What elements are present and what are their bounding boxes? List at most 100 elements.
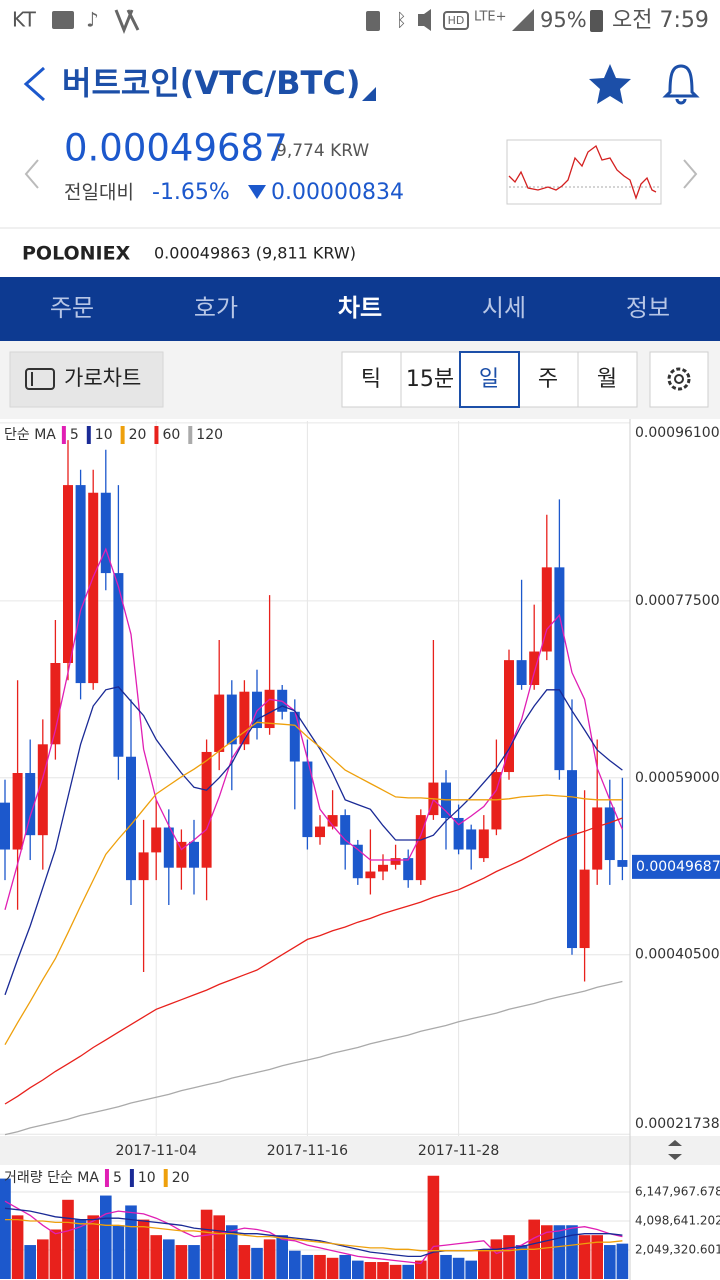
candle-body <box>50 663 61 745</box>
volume-bar <box>553 1225 566 1279</box>
lte-label: LTE+ <box>474 10 507 25</box>
volume-bar <box>238 1245 251 1279</box>
volume-bar <box>188 1245 200 1279</box>
back-button[interactable] <box>23 66 45 102</box>
candle-body <box>504 660 514 773</box>
resize-handle[interactable] <box>668 1140 682 1160</box>
volume-bar <box>74 1219 87 1279</box>
hd-box <box>443 11 469 30</box>
candle-body <box>289 711 300 762</box>
candle-body <box>63 485 73 663</box>
last-price-tag <box>632 854 720 879</box>
mute-icon <box>418 9 431 31</box>
legend-title: 거래량 단순 MA <box>4 1170 99 1186</box>
legend-swatch <box>188 426 193 444</box>
volume-bar <box>352 1260 364 1279</box>
volume-bar <box>11 1215 24 1279</box>
candle-body <box>453 817 464 850</box>
candle-body <box>541 567 552 652</box>
carrier: KT <box>12 8 37 32</box>
volume-bar <box>276 1235 288 1279</box>
candle-body <box>516 660 527 685</box>
volume-bar <box>200 1209 213 1279</box>
y-tick-label: 0.00096100 <box>635 425 720 441</box>
volume-bar <box>377 1262 389 1279</box>
volume-bar <box>616 1243 629 1279</box>
prev-arrow[interactable] <box>24 159 39 189</box>
candle-body <box>415 815 426 881</box>
change-label: 전일대비 <box>64 182 134 204</box>
candle-body <box>315 826 325 838</box>
down-triangle <box>248 185 266 199</box>
candle-body <box>163 827 174 868</box>
candle-body <box>75 485 86 684</box>
legend-label: 120 <box>196 427 223 443</box>
volume-bar <box>541 1225 553 1279</box>
landscape-button[interactable] <box>9 351 164 408</box>
candle-body <box>226 694 237 745</box>
last-price-label: 0.00049687 <box>636 859 720 875</box>
favorite-star[interactable] <box>589 64 631 104</box>
tab-active[interactable]: 차트 <box>338 294 382 322</box>
legend-swatch <box>163 1169 168 1187</box>
change-percent: -1.65% <box>152 180 230 205</box>
volume-bar <box>503 1235 515 1279</box>
y-tick-label: 6,147,967.678 <box>635 1185 720 1199</box>
candle-body <box>466 829 477 850</box>
ma-line <box>4 1200 623 1265</box>
music-icon: ♪ <box>86 8 99 32</box>
candle-body <box>25 773 36 836</box>
legend-swatch <box>154 426 159 444</box>
candle-body <box>340 815 351 845</box>
candle-body <box>201 751 212 868</box>
tab[interactable]: 시세 <box>482 294 526 322</box>
period-button[interactable]: 주 <box>538 367 558 392</box>
y-tick-label: 0.00021738 <box>635 1116 720 1132</box>
ma-line <box>4 686 623 996</box>
legend-label: 20 <box>129 427 147 443</box>
clock: 오전 7:59 <box>612 8 709 33</box>
settings-button[interactable] <box>649 351 709 408</box>
ma-line <box>4 1207 623 1258</box>
hd-label: HD <box>448 14 465 27</box>
tab[interactable]: 호가 <box>194 294 238 322</box>
ma-line <box>4 817 623 1105</box>
tab-bar <box>0 277 720 341</box>
candle-body <box>239 691 250 745</box>
candle-body <box>491 772 502 830</box>
coin-title[interactable]: 버트코인(VTC/BTC) <box>62 64 360 102</box>
next-arrow[interactable] <box>683 159 698 189</box>
period-active <box>459 351 520 408</box>
exchange-price: 0.00049863 (9,811 KRW) <box>154 244 356 263</box>
change-amount: 0.00000834 <box>271 180 404 205</box>
volume-bar <box>49 1229 62 1279</box>
volume-bar <box>87 1215 99 1279</box>
volume-bar <box>591 1235 603 1279</box>
volume-bar <box>289 1250 301 1279</box>
period-button[interactable]: 일 <box>479 367 499 392</box>
candle-body <box>264 689 275 729</box>
volume-bar <box>578 1235 591 1279</box>
volume-bar <box>314 1254 326 1279</box>
settings-gear <box>667 367 691 391</box>
candle-body <box>88 492 99 684</box>
volume-bar <box>490 1239 503 1279</box>
legend-title: 단순 MA <box>4 427 56 443</box>
volume-bar <box>100 1195 112 1279</box>
plot: 0.00021738 0.00040500 0.00059000 0.00077500… <box>0 421 720 1279</box>
period-button[interactable]: 15분 <box>406 367 454 392</box>
alarm-bell[interactable] <box>662 64 700 105</box>
candle-body <box>554 567 565 771</box>
volume-bar <box>137 1219 150 1279</box>
period-button[interactable]: 월 <box>597 367 617 392</box>
period-button[interactable]: 틱 <box>361 367 381 392</box>
sim-icon <box>366 11 380 31</box>
date-strip <box>0 1136 720 1165</box>
tab[interactable]: 주문 <box>50 294 94 322</box>
settings-gear-core <box>674 374 684 384</box>
volume-bar <box>389 1264 402 1279</box>
title-dropdown[interactable] <box>362 87 376 101</box>
tab[interactable]: 정보 <box>626 294 670 322</box>
